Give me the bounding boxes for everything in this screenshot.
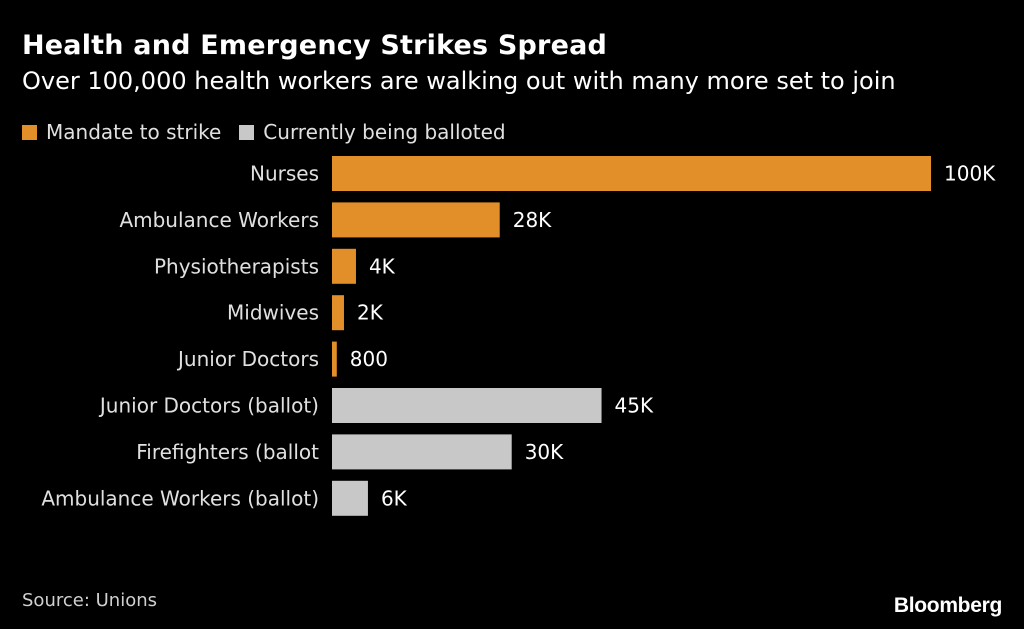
category-label: Junior Doctors (ballot) [98, 394, 319, 418]
data-label: 6K [381, 486, 408, 510]
bar [332, 341, 337, 377]
category-label: Firefighters (ballot [136, 440, 319, 464]
bar [332, 202, 500, 238]
bar [332, 248, 356, 284]
bar [332, 434, 512, 470]
legend-swatch-ballot [239, 124, 255, 140]
legend-item-mandate: Mandate to strike [22, 120, 221, 144]
bar [332, 295, 344, 331]
legend-item-ballot: Currently being balloted [239, 120, 506, 144]
category-label: Nurses [250, 162, 319, 186]
data-label: 45K [615, 394, 654, 418]
data-label: 28K [513, 208, 552, 232]
category-label: Junior Doctors [176, 347, 319, 371]
source-note: Source: Unions [22, 590, 157, 611]
legend-swatch-mandate [22, 124, 37, 140]
bar [332, 480, 368, 516]
bar [332, 156, 931, 191]
data-label: 30K [525, 440, 564, 464]
bloomberg-logo: Bloomberg [893, 594, 1002, 617]
chart-subtitle: Over 100,000 health workers are walking … [22, 67, 896, 95]
chart-title: Health and Emergency Strikes Spread [22, 30, 608, 61]
data-label: 2K [357, 301, 384, 325]
legend-label-mandate: Mandate to strike [46, 120, 222, 144]
data-label: 4K [369, 254, 396, 278]
legend: Mandate to strike Currently being ballot… [22, 120, 524, 144]
legend-label-ballot: Currently being balloted [263, 120, 506, 144]
data-label: 100K [944, 162, 996, 186]
data-label: 800 [350, 347, 388, 371]
category-label: Ambulance Workers [119, 208, 319, 232]
category-label: Physiotherapists [154, 254, 319, 278]
category-label: Ambulance Workers (ballot) [41, 486, 319, 510]
category-label: Midwives [227, 301, 319, 325]
bar [332, 388, 602, 423]
